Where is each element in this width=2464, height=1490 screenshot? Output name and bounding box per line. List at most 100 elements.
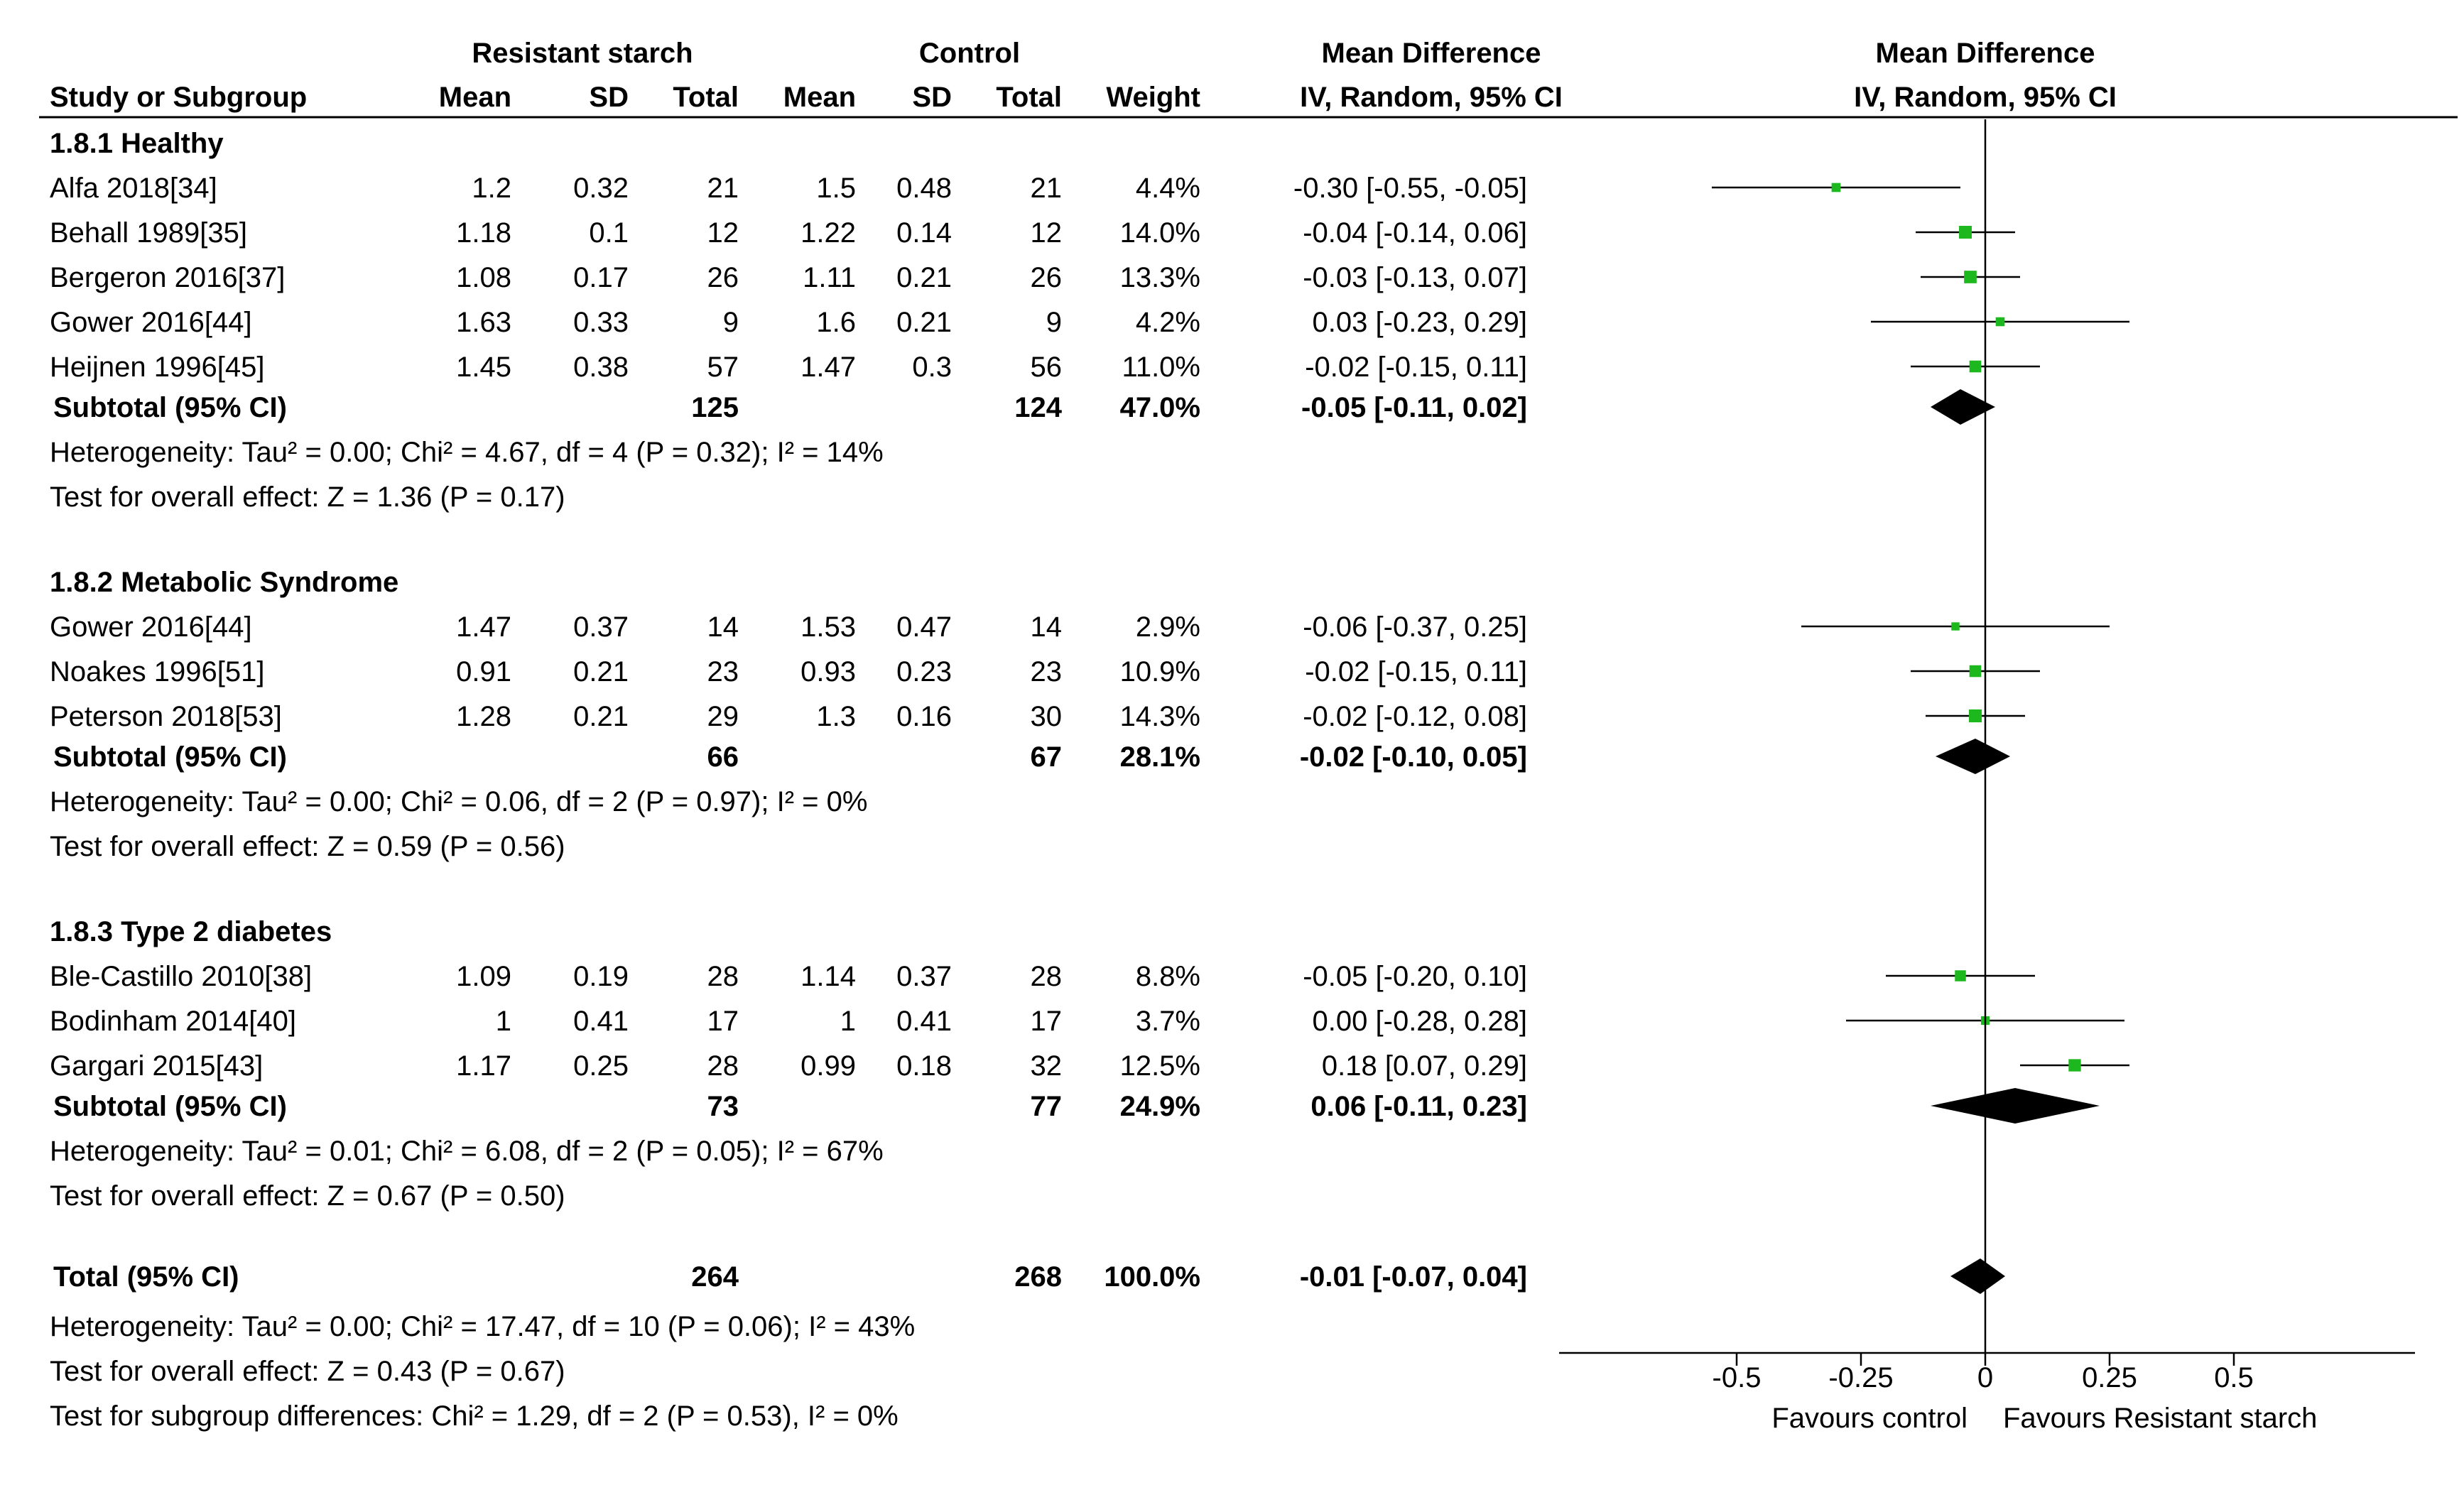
study-t-total: 17 — [707, 1006, 739, 1037]
study-weight: 14.3% — [1120, 701, 1200, 732]
study-t-mean: 1.17 — [456, 1050, 511, 1082]
study-weight: 8.8% — [1136, 961, 1200, 992]
study-c-sd: 0.37 — [896, 961, 952, 992]
study-ci-text: 0.00 [-0.28, 0.28] — [1313, 1006, 1527, 1037]
study-t-total: 29 — [707, 701, 739, 732]
subgroup-heading: 1.8.1 Healthy — [50, 128, 224, 159]
study-c-mean: 1.5 — [816, 173, 856, 204]
header-t-total: Total — [673, 82, 739, 113]
study-t-sd: 0.32 — [573, 173, 629, 204]
study-point — [1964, 271, 1977, 283]
total-ci-text: -0.01 [-0.07, 0.04] — [1300, 1261, 1527, 1293]
study-point — [1969, 709, 1982, 722]
study-c-total: 32 — [1031, 1050, 1063, 1082]
subgroup-heterogeneity: Heterogeneity: Tau² = 0.00; Chi² = 4.67,… — [50, 437, 884, 468]
study-c-sd: 0.23 — [896, 656, 952, 687]
study-name: Gower 2016[44] — [50, 611, 252, 643]
study-point — [1832, 183, 1841, 192]
study-t-mean: 1.08 — [456, 262, 511, 293]
header-t-sd: SD — [589, 82, 629, 113]
x-tick-label: 0.25 — [2082, 1362, 2137, 1393]
total-c-total: 268 — [1014, 1261, 1062, 1293]
subtotal-c-total: 67 — [1031, 741, 1063, 773]
forest-plot: Resistant starch Control Mean Difference Me… — [0, 0, 2464, 1490]
study-ci-text: 0.03 [-0.23, 0.29] — [1313, 307, 1527, 338]
study-c-total: 26 — [1031, 262, 1063, 293]
header-group-treatment: Resistant starch — [472, 38, 693, 69]
study-weight: 11.0% — [1122, 352, 1200, 383]
study-t-total: 21 — [707, 173, 739, 204]
study-t-sd: 0.25 — [573, 1050, 629, 1082]
header-effect-title: Mean Difference — [1322, 38, 1541, 69]
subtotal-c-total: 77 — [1031, 1091, 1063, 1122]
study-point — [1951, 622, 1959, 630]
subtotal-ci-text: -0.02 [-0.10, 0.05] — [1300, 741, 1527, 773]
study-c-sd: 0.41 — [896, 1006, 952, 1037]
study-name: Peterson 2018[53] — [50, 701, 282, 732]
header-t-mean: Mean — [439, 82, 511, 113]
x-tick-label: 0.5 — [2214, 1362, 2254, 1393]
study-ci-text: -0.02 [-0.15, 0.11] — [1305, 352, 1527, 383]
study-t-mean: 1.09 — [456, 961, 511, 992]
study-name: Alfa 2018[34] — [50, 173, 217, 204]
study-ci-text: -0.30 [-0.55, -0.05] — [1293, 173, 1527, 204]
subtotal-weight: 47.0% — [1120, 392, 1200, 423]
subtotal-t-total: 66 — [707, 741, 739, 773]
x-tick-label: -0.25 — [1828, 1362, 1893, 1393]
study-t-sd: 0.19 — [573, 961, 629, 992]
study-ci-text: -0.06 [-0.37, 0.25] — [1303, 611, 1527, 643]
study-name: Bodinham 2014[40] — [50, 1006, 296, 1037]
study-ci-text: 0.18 [0.07, 0.29] — [1322, 1050, 1527, 1082]
study-c-mean: 1.47 — [800, 352, 856, 383]
study-t-total: 57 — [707, 352, 739, 383]
study-c-sd: 0.3 — [912, 352, 952, 383]
study-t-sd: 0.1 — [589, 217, 629, 249]
study-c-sd: 0.18 — [896, 1050, 952, 1082]
favours-right-label: Favours Resistant starch — [2003, 1403, 2317, 1434]
study-weight: 3.7% — [1136, 1006, 1200, 1037]
subtotal-t-total: 125 — [691, 392, 739, 423]
study-c-total: 30 — [1031, 701, 1063, 732]
study-t-mean: 1.2 — [472, 173, 511, 204]
study-t-total: 26 — [707, 262, 739, 293]
study-name: Heijnen 1996[45] — [50, 352, 264, 383]
study-t-total: 28 — [707, 961, 739, 992]
study-c-sd: 0.47 — [896, 611, 952, 643]
study-t-mean: 1.45 — [456, 352, 511, 383]
study-weight: 4.2% — [1136, 307, 1200, 338]
study-c-mean: 1.11 — [803, 262, 856, 293]
study-t-sd: 0.38 — [573, 352, 629, 383]
study-t-sd: 0.17 — [573, 262, 629, 293]
study-ci-text: -0.02 [-0.12, 0.08] — [1303, 701, 1527, 732]
study-point — [1970, 665, 1982, 678]
footer-line: Test for subgroup differences: Chi² = 1.… — [50, 1401, 899, 1432]
study-c-sd: 0.21 — [896, 262, 952, 293]
study-point — [2068, 1059, 2080, 1071]
study-t-sd: 0.33 — [573, 307, 629, 338]
total-t-total: 264 — [691, 1261, 739, 1293]
subgroup-heterogeneity: Heterogeneity: Tau² = 0.00; Chi² = 0.06,… — [50, 786, 867, 817]
study-ci-text: -0.03 [-0.13, 0.07] — [1303, 262, 1527, 293]
subtotal-label: Subtotal (95% CI) — [53, 392, 287, 423]
study-c-mean: 1.3 — [816, 701, 856, 732]
study-c-mean: 1.53 — [800, 611, 856, 643]
study-c-sd: 0.48 — [896, 173, 952, 204]
subtotal-c-total: 124 — [1014, 392, 1062, 423]
study-weight: 2.9% — [1136, 611, 1200, 643]
study-t-mean: 1 — [496, 1006, 511, 1037]
study-t-mean: 1.18 — [456, 217, 511, 249]
subtotal-diamond — [1931, 1088, 2100, 1124]
footer-line: Heterogeneity: Tau² = 0.00; Chi² = 17.47… — [50, 1311, 915, 1342]
study-t-mean: 1.28 — [456, 701, 511, 732]
study-weight: 14.0% — [1120, 217, 1200, 249]
study-weight: 10.9% — [1120, 656, 1200, 687]
footer-line: Test for overall effect: Z = 0.43 (P = 0… — [50, 1356, 565, 1387]
study-c-mean: 1.22 — [800, 217, 856, 249]
study-t-mean: 1.63 — [456, 307, 511, 338]
subtotal-label: Subtotal (95% CI) — [53, 1091, 287, 1122]
study-weight: 12.5% — [1120, 1050, 1200, 1082]
subtotal-weight: 28.1% — [1120, 741, 1200, 773]
study-point — [1955, 970, 1965, 981]
study-name: Noakes 1996[51] — [50, 656, 264, 687]
study-t-mean: 0.91 — [456, 656, 511, 687]
